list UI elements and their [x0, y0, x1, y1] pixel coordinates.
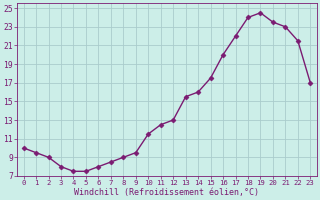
X-axis label: Windchill (Refroidissement éolien,°C): Windchill (Refroidissement éolien,°C) [75, 188, 260, 197]
